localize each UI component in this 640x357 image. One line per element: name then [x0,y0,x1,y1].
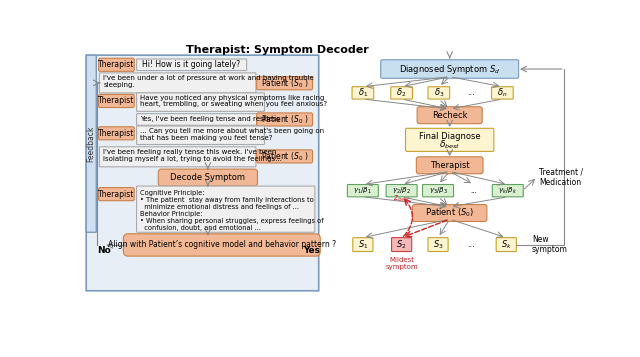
FancyBboxPatch shape [417,107,482,124]
FancyBboxPatch shape [99,58,134,71]
Text: $S_3$: $S_3$ [433,238,444,251]
FancyBboxPatch shape [99,187,134,201]
Text: $S_k$: $S_k$ [500,238,512,251]
FancyBboxPatch shape [136,114,257,125]
Text: $\gamma_3/\beta_3$: $\gamma_3/\beta_3$ [429,186,447,196]
Text: Cognitive Principle:
• The patient  stay away from family interactions to
  mini: Cognitive Principle: • The patient stay … [140,190,324,231]
FancyBboxPatch shape [124,234,320,256]
FancyBboxPatch shape [417,157,483,174]
FancyBboxPatch shape [352,87,374,99]
Text: ...: ... [467,89,476,97]
FancyBboxPatch shape [257,77,312,90]
Text: Decode Symptom: Decode Symptom [170,173,245,182]
Text: Have you noticed any physical symptoms like racing: Have you noticed any physical symptoms l… [140,95,325,101]
Text: $\delta_1$: $\delta_1$ [358,87,368,99]
Text: Mildest
symptom: Mildest symptom [385,257,418,270]
FancyBboxPatch shape [136,186,315,232]
FancyBboxPatch shape [428,238,448,252]
Text: No: No [97,246,111,255]
FancyBboxPatch shape [386,185,417,197]
FancyBboxPatch shape [99,127,134,140]
FancyBboxPatch shape [99,73,256,93]
Text: Final Diagnose: Final Diagnose [419,132,481,141]
Text: Therapist: Therapist [98,96,134,105]
Text: New
symptom: New symptom [532,235,568,254]
Text: Patient ($S_0$ ): Patient ($S_0$ ) [261,150,308,163]
FancyBboxPatch shape [412,205,487,221]
FancyBboxPatch shape [391,87,412,99]
Text: sleeping.: sleeping. [103,82,135,88]
Text: Hi! How is it going lately?: Hi! How is it going lately? [142,60,240,69]
Text: Patient ($S_0$ ): Patient ($S_0$ ) [261,77,308,90]
Text: $z_{best}$: $z_{best}$ [393,193,410,203]
Text: $\delta_3$: $\delta_3$ [434,87,444,99]
Text: isolating myself a lot, trying to avoid the feelings...: isolating myself a lot, trying to avoid … [103,156,282,162]
Text: Yes: Yes [303,246,320,255]
FancyBboxPatch shape [496,238,516,252]
Text: Align with Patient’s cognitive model and behavior pattern ?: Align with Patient’s cognitive model and… [108,241,336,250]
Text: Therapist: Symptom Decoder: Therapist: Symptom Decoder [186,45,369,55]
FancyBboxPatch shape [99,95,134,107]
Text: $S_2$: $S_2$ [396,238,407,251]
FancyBboxPatch shape [392,238,412,252]
Text: Diagnosed Symptom $S_d$: Diagnosed Symptom $S_d$ [399,62,500,76]
Text: Recheck: Recheck [432,111,467,120]
Text: ...: ... [470,188,477,194]
FancyBboxPatch shape [492,87,513,99]
FancyBboxPatch shape [353,238,373,252]
Text: $\delta_{best}$: $\delta_{best}$ [439,138,460,151]
Text: $\gamma_k/\beta_k$: $\gamma_k/\beta_k$ [499,186,517,196]
FancyBboxPatch shape [136,59,246,71]
FancyBboxPatch shape [406,128,494,151]
FancyBboxPatch shape [381,60,518,78]
Text: heart, trembling, or sweating when you feel anxious?: heart, trembling, or sweating when you f… [140,101,328,107]
Text: Therapist: Therapist [430,161,470,170]
FancyBboxPatch shape [136,93,264,111]
FancyBboxPatch shape [348,185,378,197]
FancyBboxPatch shape [86,55,319,291]
Text: $\delta_2$: $\delta_2$ [397,87,407,99]
Text: $\gamma_1/\beta_1$: $\gamma_1/\beta_1$ [353,186,372,196]
Text: Feedback: Feedback [87,126,96,162]
Text: Treatment /
Medication: Treatment / Medication [539,167,583,186]
Text: that has been making you feel tense?: that has been making you feel tense? [140,135,273,141]
FancyBboxPatch shape [428,87,450,99]
FancyBboxPatch shape [136,126,264,145]
FancyBboxPatch shape [492,185,524,197]
Text: ... Can you tell me more about what's been going on: ... Can you tell me more about what's be… [140,129,324,134]
Text: Yes, I've been feeling tense and restless: Yes, I've been feeling tense and restles… [140,116,280,122]
Text: I've been feeling really tense this week. I've been: I've been feeling really tense this week… [103,149,276,155]
Text: Therapist: Therapist [98,129,134,138]
FancyBboxPatch shape [422,185,454,197]
FancyBboxPatch shape [158,169,257,186]
FancyBboxPatch shape [99,147,256,167]
Text: I've been under a lot of pressure at work and having trouble: I've been under a lot of pressure at wor… [103,75,314,81]
Text: Patient ($S_0$ ): Patient ($S_0$ ) [261,113,308,126]
Text: Patient ($S_0$): Patient ($S_0$) [425,207,474,219]
FancyBboxPatch shape [86,55,96,232]
FancyBboxPatch shape [257,150,312,163]
Text: $\gamma_2/\beta_2$: $\gamma_2/\beta_2$ [392,186,411,196]
Text: Therapist: Therapist [98,60,134,69]
FancyBboxPatch shape [257,113,312,126]
Text: Therapist: Therapist [98,190,134,198]
Text: ...: ... [467,240,476,249]
Text: $\delta_n$: $\delta_n$ [497,87,508,99]
Text: $S_1$: $S_1$ [358,238,368,251]
